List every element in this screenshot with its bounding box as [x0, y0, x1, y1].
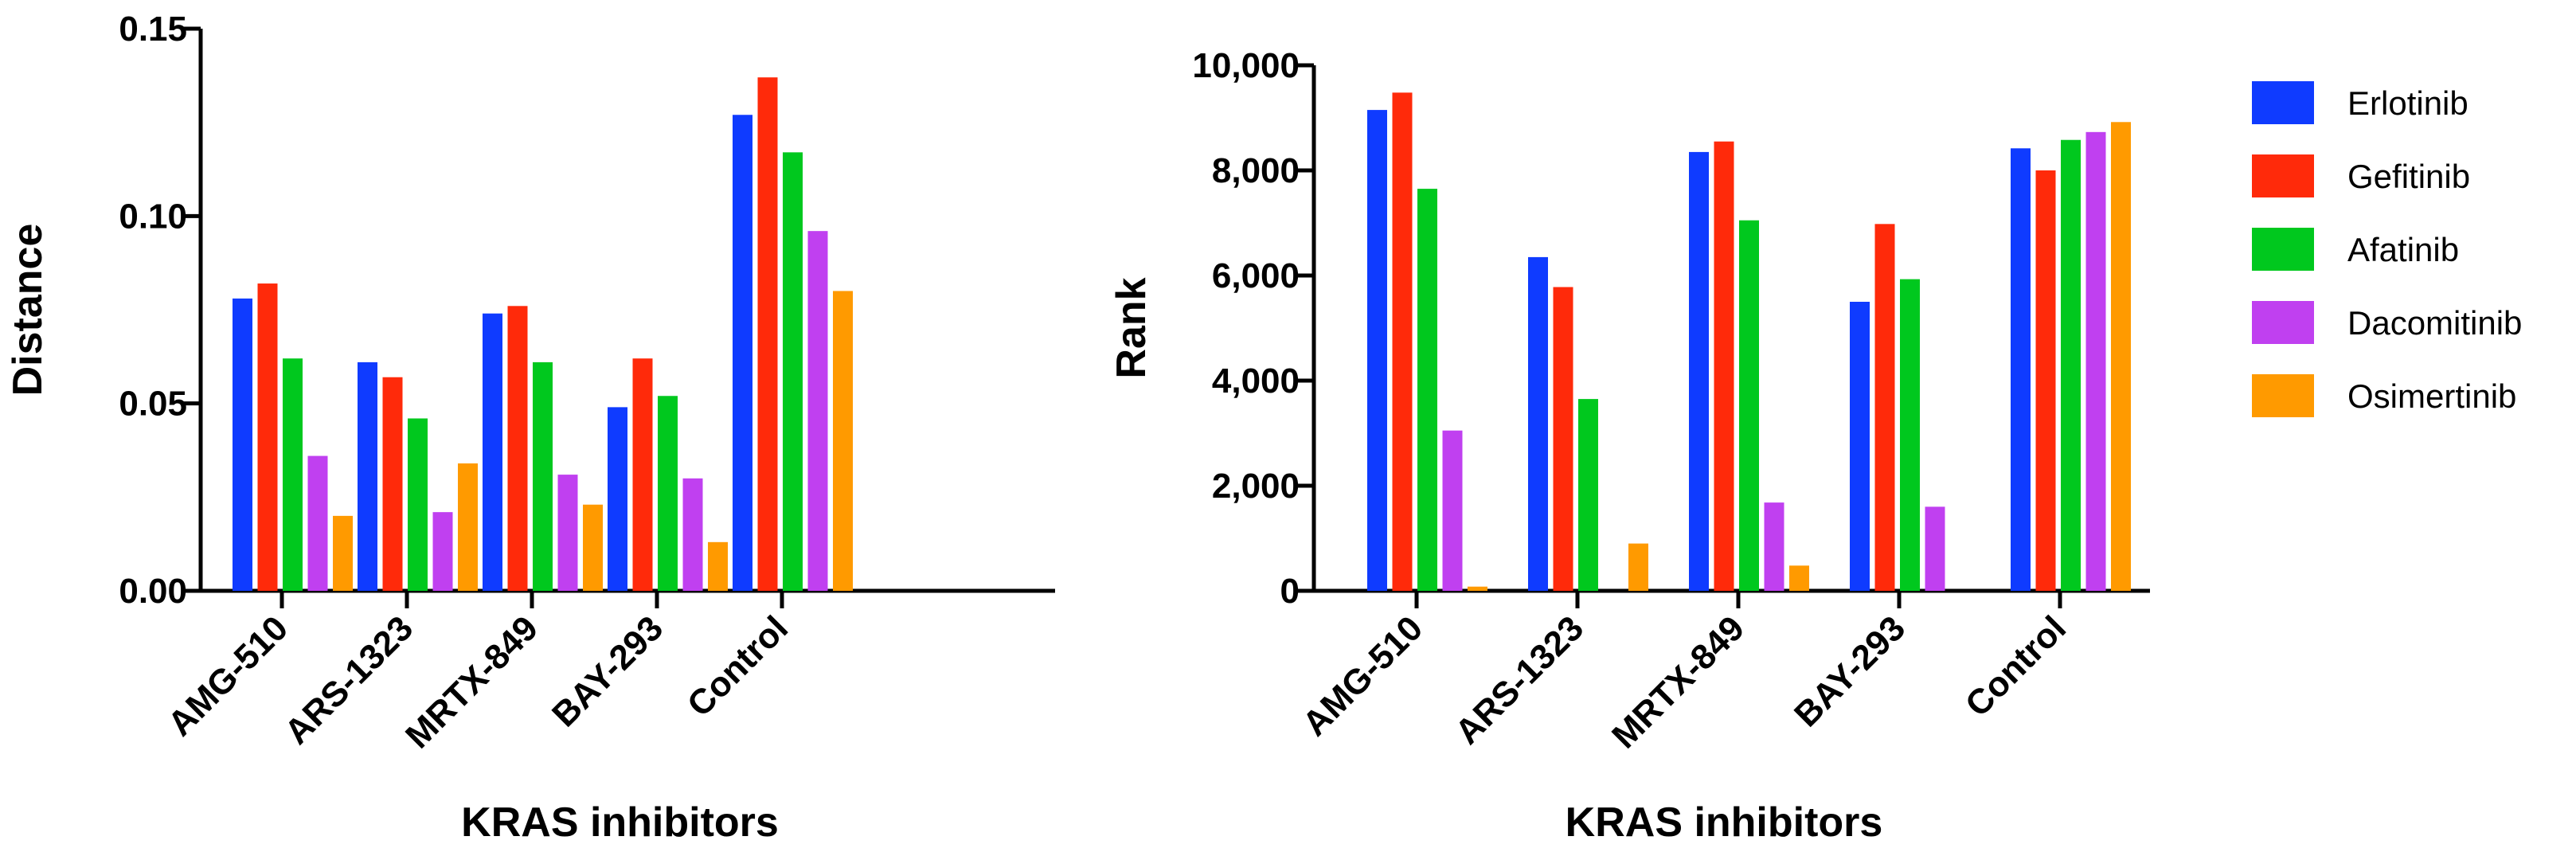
y-tick-label: 6,000	[1212, 256, 1300, 295]
bar-afatinib-ars-1323	[1578, 399, 1598, 591]
chart-2: 0 2,000 4,000 6,000 8,000 10,000 Rank AMG-510 AR…	[1108, 46, 2150, 846]
x-tick-label: AMG-510	[161, 608, 296, 744]
y-tick-label: 0.05	[119, 385, 187, 424]
bar-dacomitinib-ars-1323	[432, 512, 453, 591]
bar-gefitinib-amg-510	[257, 283, 278, 591]
y-tick-label: 4,000	[1212, 362, 1300, 401]
bar-dacomitinib-mrtx-849	[1764, 502, 1784, 591]
bar-dacomitinib-amg-510	[307, 455, 328, 591]
x-tick-label: Control	[1958, 608, 2074, 724]
bar-erlotinib-ars-1323	[358, 362, 377, 591]
bar-erlotinib-control	[733, 115, 752, 592]
x-tick-label: ARS-1323	[277, 608, 420, 752]
bar-dacomitinib-bay-293	[1925, 506, 1945, 591]
bar-erlotinib-mrtx-849	[483, 313, 502, 591]
bar-erlotinib-bay-293	[1850, 302, 1870, 591]
bar-gefitinib-mrtx-849	[1714, 141, 1734, 591]
x-tick-label: MRTX-849	[398, 608, 545, 756]
bar-erlotinib-ars-1323	[1528, 256, 1548, 591]
bar-osimertinib-amg-510	[333, 515, 353, 591]
bar-gefitinib-amg-510	[1392, 92, 1413, 591]
x-tick-label: MRTX-849	[1605, 608, 1752, 756]
bar-dacomitinib-amg-510	[1442, 430, 1463, 591]
bar-dacomitinib-control	[2085, 131, 2106, 591]
bar-osimertinib-ars-1323	[1628, 543, 1648, 591]
bar-afatinib-amg-510	[283, 358, 303, 591]
y-tick-label: 10,000	[1192, 46, 1300, 85]
legend-label-dacomitinib: Dacomitinib	[2347, 304, 2522, 342]
legend: Erlotinib Gefitinib Afatinib Dacomitinib Osi…	[2252, 81, 2522, 417]
bar-gefitinib-mrtx-849	[507, 306, 528, 591]
bar-gefitinib-control	[757, 77, 778, 592]
bar-osimertinib-mrtx-849	[583, 504, 603, 591]
y-tick-label: 2,000	[1212, 467, 1300, 506]
x-tick-label: BAY-293	[545, 608, 670, 734]
legend-label-erlotinib: Erlotinib	[2347, 84, 2469, 122]
bar-dacomitinib-mrtx-849	[557, 475, 578, 591]
bar-afatinib-amg-510	[1417, 189, 1437, 591]
legend-label-osimertinib: Osimertinib	[2347, 377, 2516, 415]
bar-osimertinib-mrtx-849	[1789, 565, 1809, 591]
legend-swatch-afatinib	[2252, 228, 2314, 271]
x-tick-label: ARS-1323	[1448, 608, 1591, 752]
bar-erlotinib-amg-510	[233, 298, 252, 591]
bar-erlotinib-control	[2011, 148, 2031, 591]
y-axis-title: Rank	[1108, 277, 1155, 378]
x-tick-label: Control	[680, 608, 795, 724]
y-tick-label: 0	[1280, 572, 1300, 611]
y-tick-label: 0.15	[119, 10, 187, 49]
x-axis-title: KRAS inhibitors	[461, 799, 779, 846]
bar-gefitinib-ars-1323	[382, 377, 403, 591]
legend-label-afatinib: Afatinib	[2347, 231, 2459, 268]
bar-osimertinib-control	[833, 291, 853, 591]
legend-swatch-osimertinib	[2252, 374, 2314, 417]
x-axis-title: KRAS inhibitors	[1566, 799, 1883, 846]
bar-afatinib-mrtx-849	[533, 362, 553, 591]
bar-afatinib-mrtx-849	[1739, 220, 1759, 591]
y-tick-label: 0.10	[119, 197, 187, 236]
bar-erlotinib-mrtx-849	[1689, 151, 1709, 591]
bar-osimertinib-amg-510	[1468, 586, 1487, 591]
legend-swatch-dacomitinib	[2252, 301, 2314, 344]
legend-swatch-gefitinib	[2252, 154, 2314, 197]
y-tick-label: 0.00	[119, 572, 187, 611]
x-tick-label: BAY-293	[1787, 608, 1913, 734]
bar-afatinib-control	[2061, 139, 2081, 592]
legend-swatch-erlotinib	[2252, 81, 2314, 124]
bar-afatinib-bay-293	[658, 396, 678, 591]
bar-gefitinib-ars-1323	[1553, 287, 1573, 591]
legend-label-gefitinib: Gefitinib	[2347, 158, 2470, 195]
bar-gefitinib-bay-293	[632, 358, 653, 591]
y-tick-label: 8,000	[1212, 151, 1300, 190]
bar-osimertinib-control	[2111, 122, 2131, 591]
y-axis-title: Distance	[5, 224, 51, 397]
bar-gefitinib-bay-293	[1874, 224, 1895, 591]
bar-dacomitinib-bay-293	[682, 478, 703, 591]
chart-1: 0.00 0.05 0.10 0.15 Distance AMG-510ARS-1323M…	[5, 10, 1055, 846]
bar-afatinib-bay-293	[1900, 279, 1920, 591]
bar-osimertinib-ars-1323	[458, 463, 478, 591]
bar-erlotinib-bay-293	[608, 407, 627, 591]
bar-erlotinib-amg-510	[1367, 110, 1387, 592]
bar-dacomitinib-control	[807, 231, 828, 591]
bar-afatinib-control	[783, 152, 803, 591]
bar-afatinib-ars-1323	[408, 418, 428, 591]
x-tick-label: AMG-510	[1296, 608, 1431, 744]
bar-gefitinib-control	[2035, 170, 2056, 591]
bar-osimertinib-bay-293	[708, 541, 728, 591]
